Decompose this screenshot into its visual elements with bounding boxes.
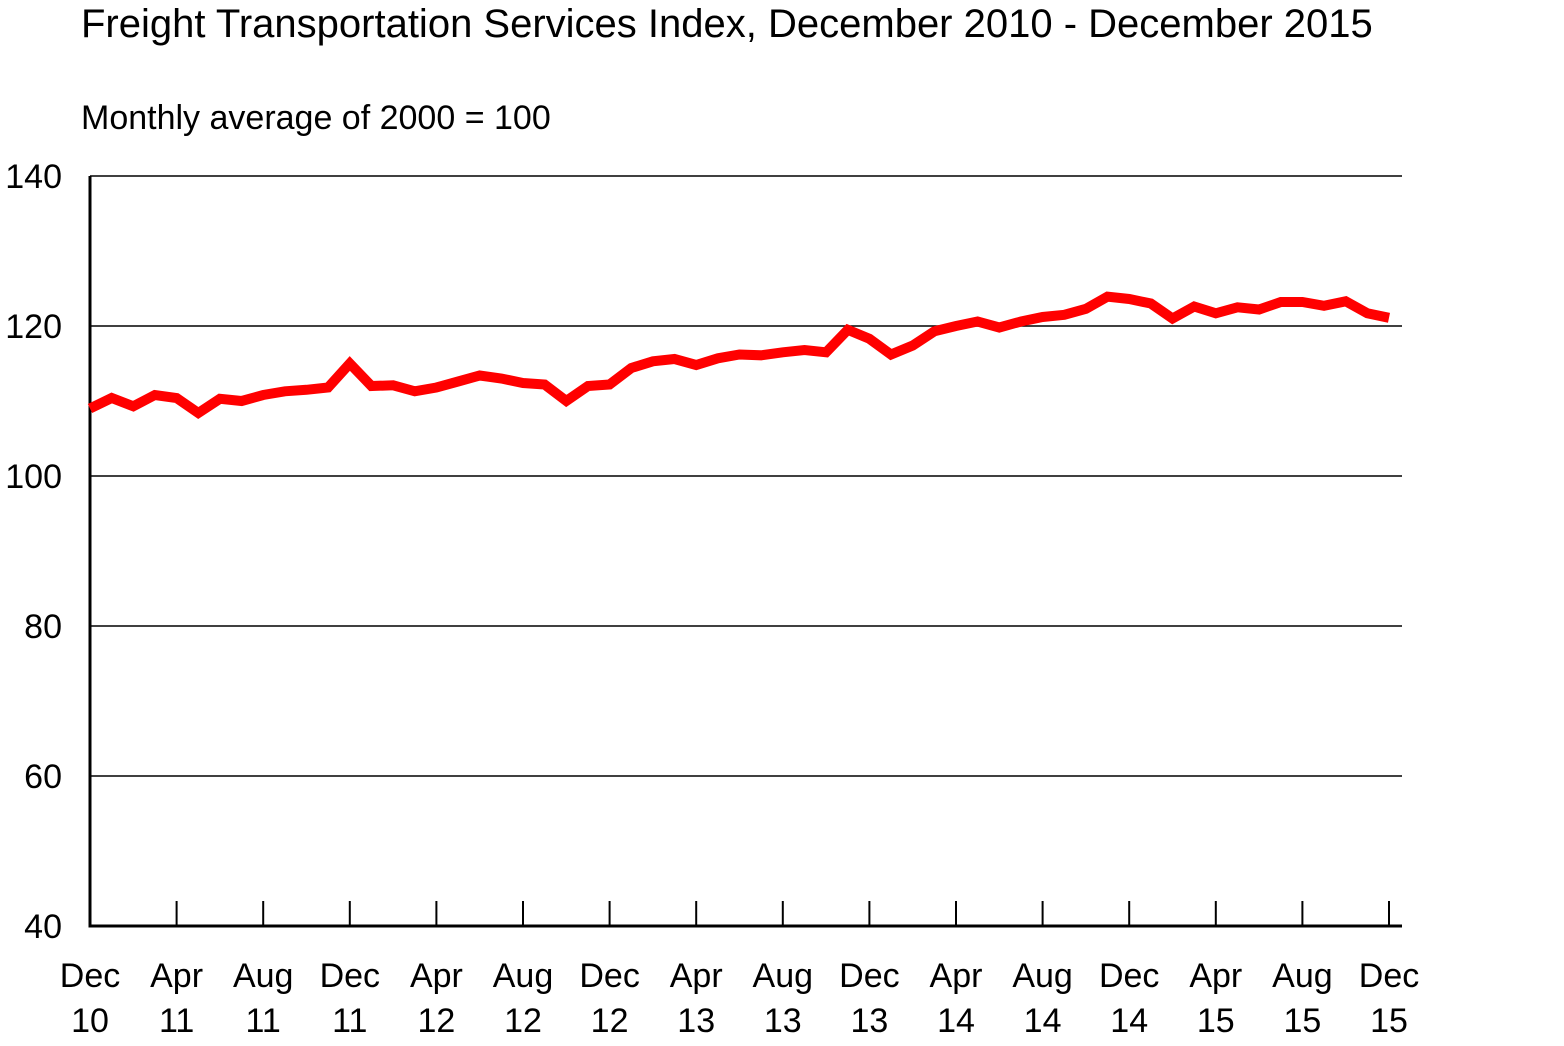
x-tick-label-year: 14	[1110, 1002, 1148, 1040]
x-tick-label-month: Aug	[1272, 957, 1333, 995]
gridlines	[90, 175, 1402, 777]
x-tick-label-month: Aug	[493, 957, 554, 995]
x-tick-label-month: Aug	[1012, 957, 1073, 995]
x-tick-label-month: Apr	[150, 957, 203, 995]
tick-labels: 40 60 80 100 120 140 Dec 10 Apr 11 Aug 11 Dec 11 Apr 12…	[5, 158, 1419, 1040]
x-tick-label-month: Apr	[930, 957, 983, 995]
x-tick-label-month: Apr	[410, 957, 463, 995]
x-tick-label-month: Dec	[839, 957, 899, 995]
x-tick-label-month: Apr	[670, 957, 723, 995]
x-tick-label-year: 12	[591, 1002, 629, 1040]
x-tick-label-year: 13	[677, 1002, 715, 1040]
x-tick-label-month: Dec	[579, 957, 639, 995]
y-tick-label: 140	[5, 158, 62, 196]
x-tick-label-year: 11	[246, 1002, 281, 1040]
x-tick-label-year: 10	[71, 1002, 109, 1040]
y-tick-label: 40	[24, 908, 62, 946]
x-tick-label-year: 15	[1197, 1002, 1235, 1040]
chart-subtitle: Monthly average of 2000 = 100	[81, 99, 551, 137]
x-tick-label-month: Aug	[233, 957, 294, 995]
axes	[88, 176, 1402, 928]
x-tick-label-year: 15	[1370, 1002, 1408, 1040]
x-tick-label-year: 13	[850, 1002, 888, 1040]
x-tick-label-year: 15	[1283, 1002, 1321, 1040]
x-tick-label-year: 13	[764, 1002, 802, 1040]
x-tick-label-month: Dec	[1099, 957, 1159, 995]
x-tick-label-year: 11	[332, 1002, 367, 1040]
x-tick-label-year: 12	[504, 1002, 542, 1040]
x-tick-label-month: Dec	[60, 957, 120, 995]
x-tick-label-year: 11	[159, 1002, 194, 1040]
x-tick-label-month: Apr	[1189, 957, 1242, 995]
chart-title: Freight Transportation Services Index, D…	[81, 2, 1373, 46]
x-tick-label-year: 14	[937, 1002, 975, 1040]
series-line-0	[87, 291, 1391, 420]
y-tick-label: 80	[24, 608, 62, 646]
x-tick-label-month: Aug	[753, 957, 814, 995]
x-tick-label-year: 12	[417, 1002, 455, 1040]
y-tick-label: 120	[5, 308, 62, 346]
x-tick-label-year: 14	[1024, 1002, 1062, 1040]
y-tick-label: 100	[5, 458, 62, 496]
y-tick-label: 60	[24, 758, 62, 796]
x-tick-label-month: Dec	[1359, 957, 1419, 995]
series-layer	[87, 291, 1391, 420]
x-tick-label-month: Dec	[320, 957, 380, 995]
